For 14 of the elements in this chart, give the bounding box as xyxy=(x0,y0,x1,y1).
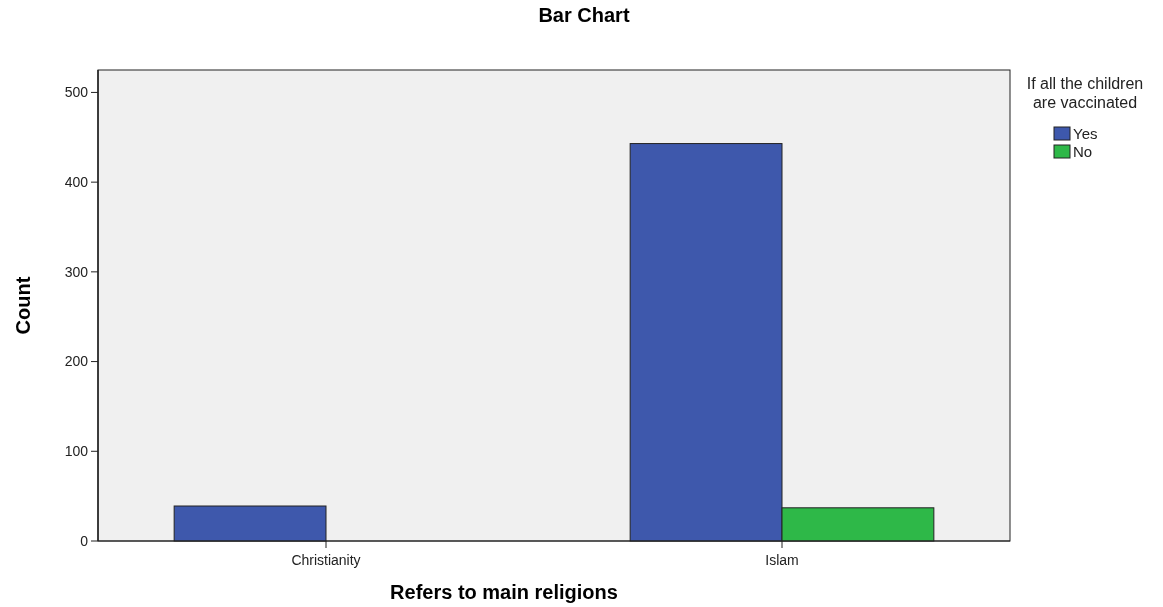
y-tick-label: 200 xyxy=(64,353,89,370)
y-tick-label: 500 xyxy=(64,84,89,101)
x-tick-label: Islam xyxy=(765,552,799,568)
x-axis-title: Refers to main religions xyxy=(390,581,618,603)
y-tick-label: 400 xyxy=(64,174,89,191)
legend-title: If all the children are vaccinated xyxy=(1025,74,1145,112)
x-tick-label: Christianity xyxy=(291,552,361,568)
y-tick-label: 0 xyxy=(80,532,89,549)
legend-label: Yes xyxy=(1073,125,1098,142)
chart-title: Bar Chart xyxy=(538,4,630,26)
y-tick-label: 100 xyxy=(64,443,89,460)
y-axis-title: Count xyxy=(12,276,34,335)
y-tick-label: 300 xyxy=(64,263,89,280)
legend-label: No xyxy=(1073,143,1093,160)
